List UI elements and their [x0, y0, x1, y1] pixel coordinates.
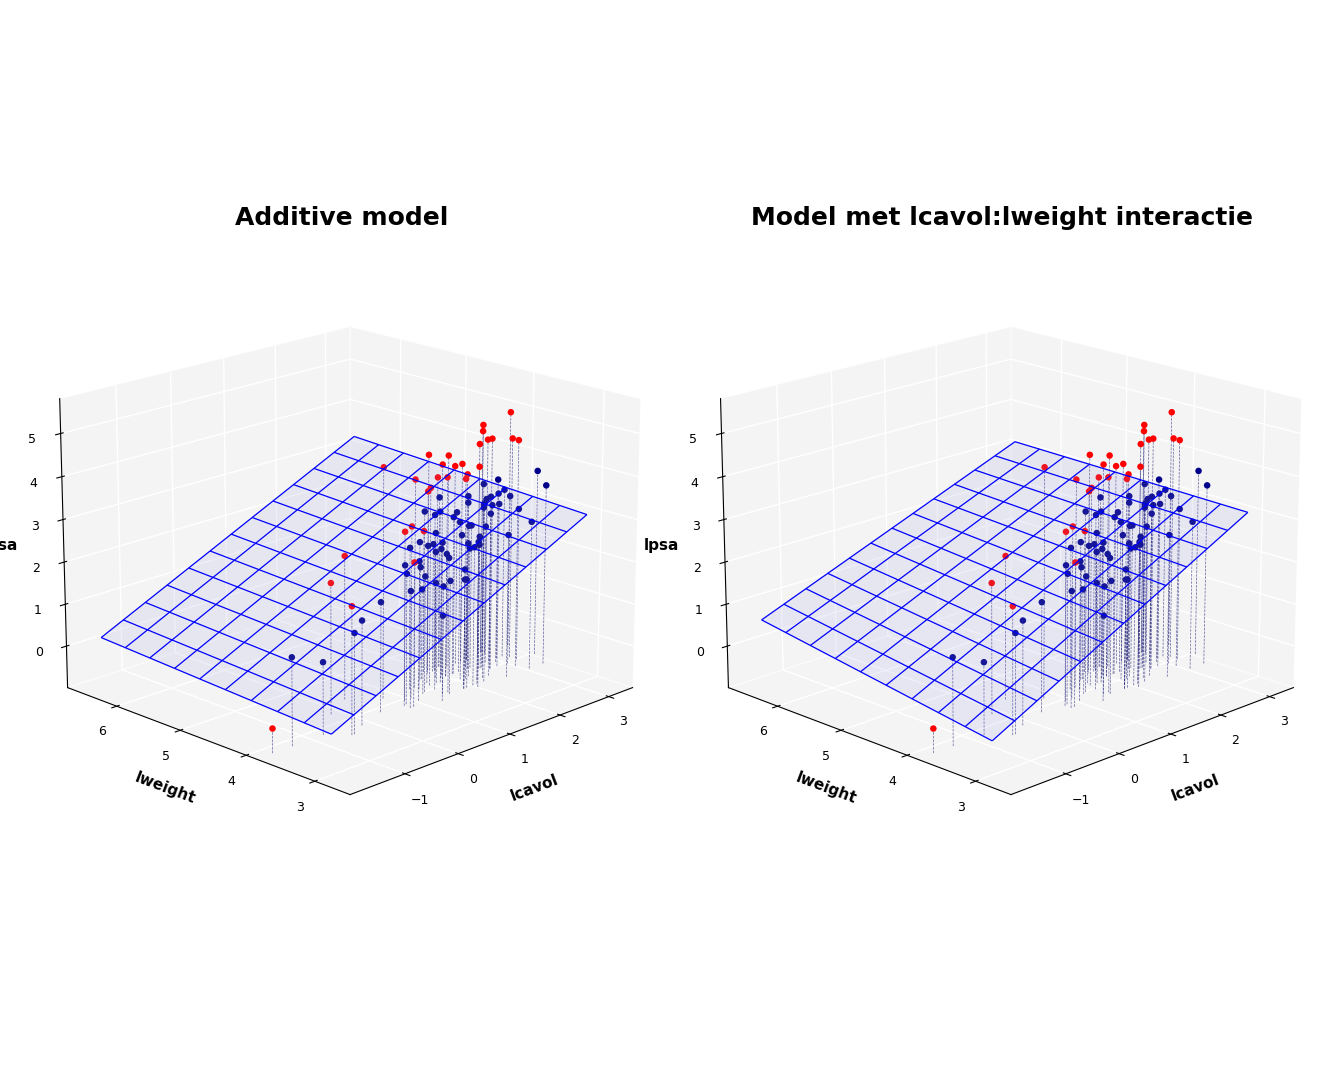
Y-axis label: lweight: lweight — [133, 770, 198, 806]
Title: Additive model: Additive model — [235, 206, 449, 230]
X-axis label: lcavol: lcavol — [508, 772, 560, 804]
Title: Model met lcavol:lweight interactie: Model met lcavol:lweight interactie — [751, 206, 1254, 230]
Y-axis label: lweight: lweight — [794, 770, 859, 806]
X-axis label: lcavol: lcavol — [1169, 772, 1222, 804]
